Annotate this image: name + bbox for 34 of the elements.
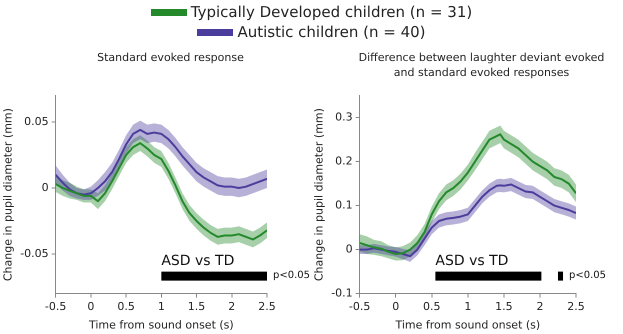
legend-label: Autistic children (n = 40) (237, 23, 426, 41)
text: p<0.05 (273, 270, 310, 282)
x-tick-label: 1 (158, 300, 165, 314)
legend-label: Typically Developed children (n = 31) (190, 3, 472, 21)
x-tick-label: 1.5 (495, 300, 513, 314)
x-tick-label: 1 (464, 300, 472, 314)
x-tick-label: 0 (87, 300, 94, 314)
x-tick-label: 0.5 (423, 300, 441, 314)
y-tick-label: -0.1 (331, 286, 353, 300)
x-axis-title: Time from sound onset (s) (88, 318, 234, 332)
x-tick-label: 1.5 (188, 300, 206, 314)
y-tick-label: 0 (42, 180, 49, 194)
x-tick-label: 0.5 (117, 300, 135, 314)
y-tick-label: 0.2 (335, 154, 353, 168)
annotation: p<0.05 (569, 270, 606, 282)
y-tick-label: 0.3 (335, 110, 353, 124)
band-label: ASD vs TD (161, 253, 234, 270)
x-tick-label: 2.5 (567, 300, 585, 314)
x-axis-title: Time from sound onset (s) (394, 318, 540, 332)
x-tick-label: 2 (228, 300, 236, 314)
x-tick-label: -0.5 (44, 300, 66, 314)
band-label: ASD vs TD (435, 253, 508, 270)
y-tick-label: 0 (346, 242, 353, 256)
x-tick-label: 0 (392, 300, 400, 314)
chart-title: Standard evoked response (96, 50, 245, 65)
x-tick-label: -0.5 (348, 300, 370, 314)
x-tick-label: 2 (536, 300, 544, 314)
y-tick-label: -0.05 (20, 246, 49, 260)
y-tick-label: 0.1 (335, 198, 353, 212)
y-tick-label: 0.05 (24, 114, 49, 128)
y-axis-title: Change in pupil diameter (mm) (312, 108, 326, 282)
y-axis-title: Change in pupil diameter (mm) (1, 108, 14, 282)
x-tick-label: 2.5 (258, 300, 276, 314)
chart-title: Difference between laughter deviant evoked and standard evoked responses (358, 50, 606, 80)
